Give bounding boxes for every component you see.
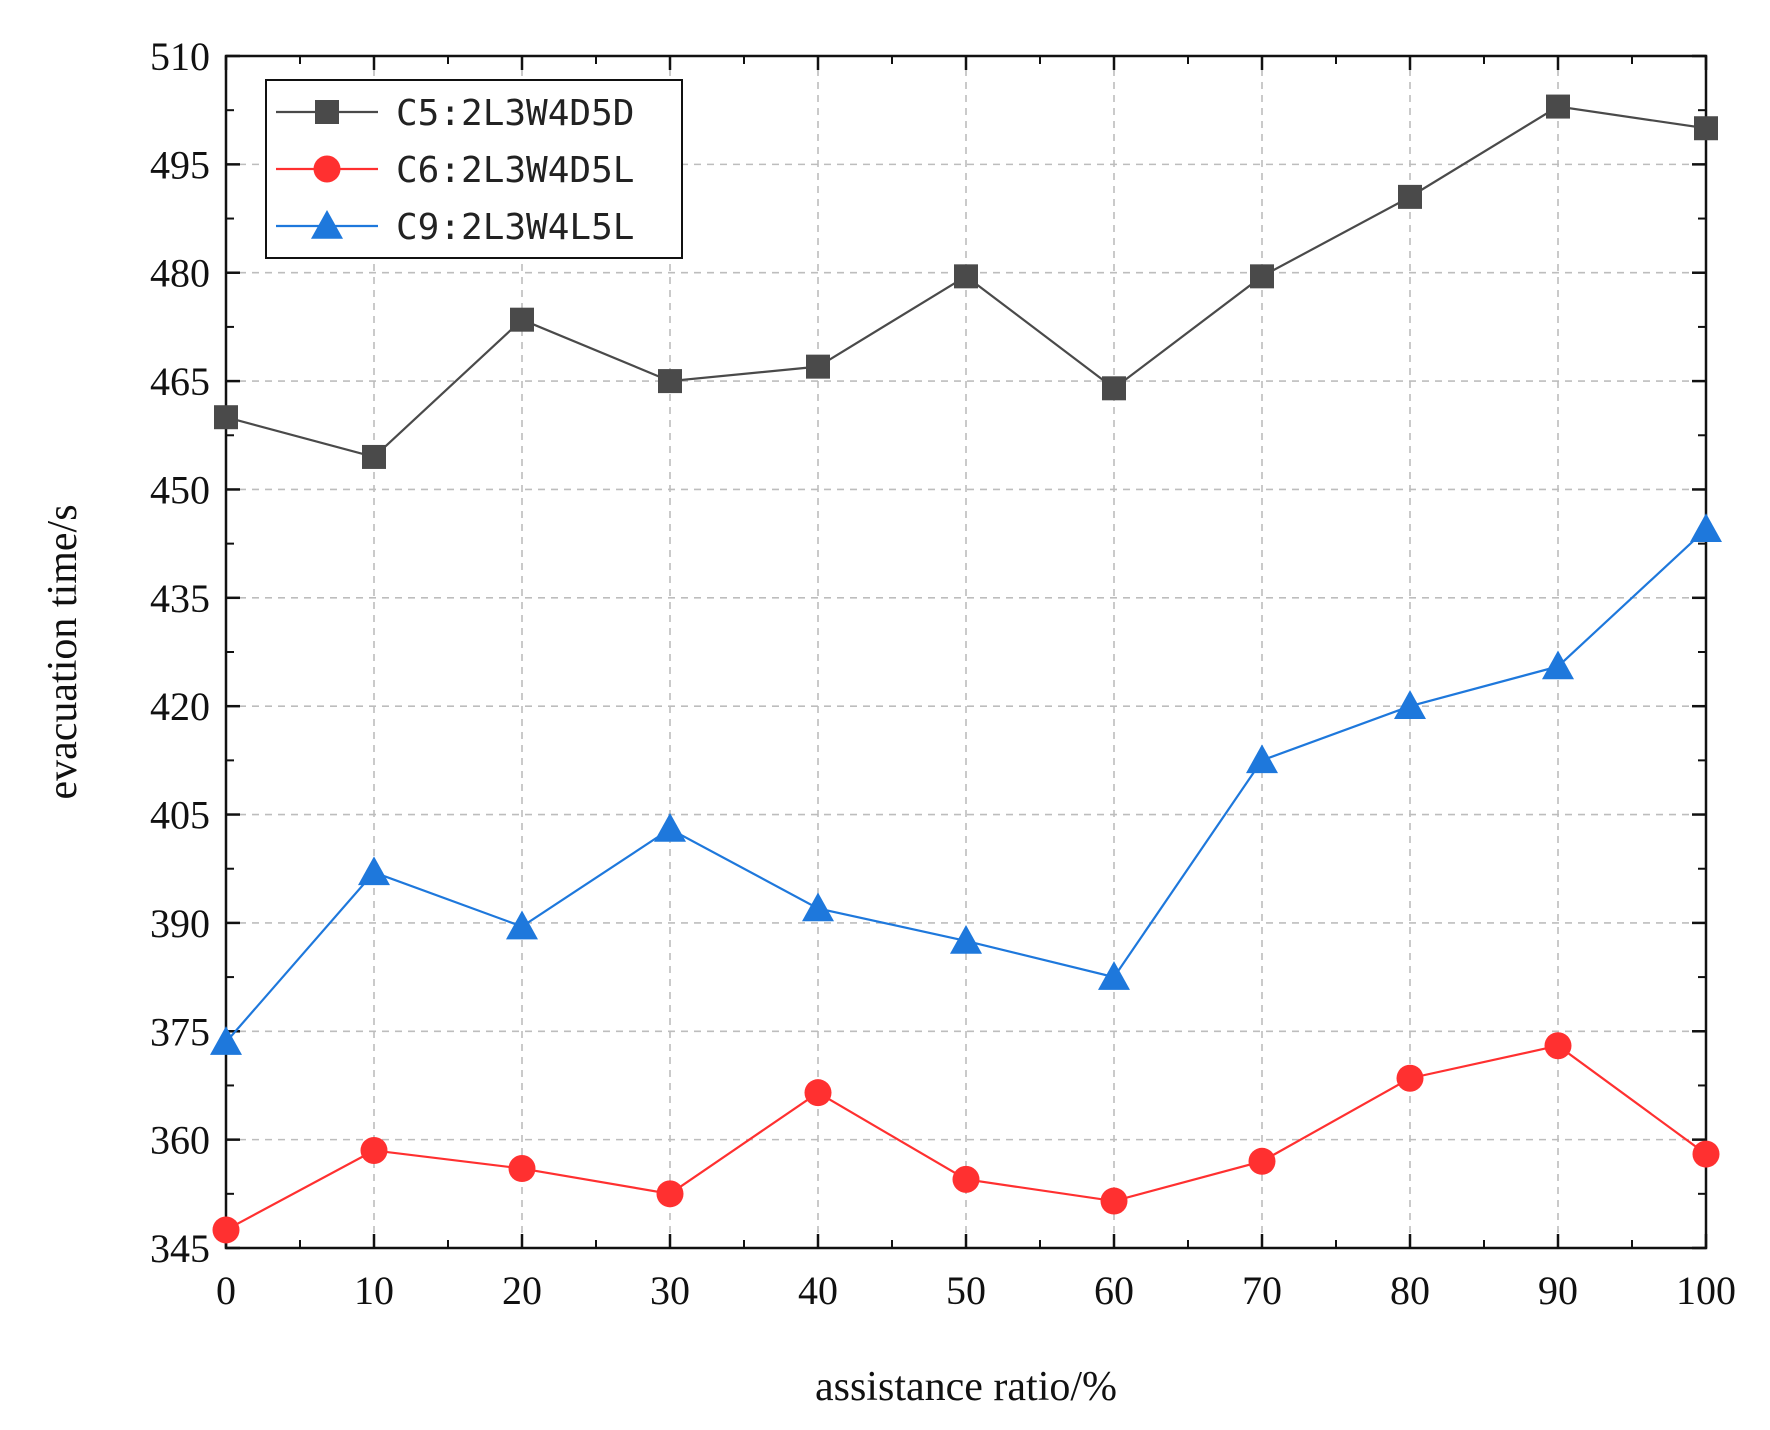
data-point [654, 812, 686, 842]
data-point [358, 856, 390, 886]
data-point [510, 307, 534, 332]
series-1 [212, 1032, 1720, 1244]
y-tick-label: 360 [150, 1118, 210, 1163]
data-point [1692, 1140, 1720, 1168]
legend-entry: C5:2L3W4D5D [396, 93, 634, 134]
y-tick-label: 495 [150, 142, 210, 187]
series-layer [210, 94, 1722, 1244]
x-tick-label: 60 [1094, 1268, 1134, 1313]
data-point [1102, 376, 1126, 401]
data-point [1398, 184, 1422, 209]
y-tick-label: 450 [150, 467, 210, 512]
x-axis-title: assistance ratio/% [815, 1364, 1117, 1410]
data-point [506, 910, 538, 940]
data-point [1544, 1032, 1572, 1060]
legend: C5:2L3W4D5D C6:2L3W4D5L C9:2L3W4L5L [265, 79, 683, 259]
data-point [1542, 650, 1574, 680]
data-point [1394, 690, 1426, 719]
data-point [1100, 1187, 1128, 1215]
data-point [212, 1216, 240, 1244]
data-point [362, 444, 386, 469]
series-2 [210, 513, 1722, 1055]
data-point [656, 1180, 684, 1208]
x-tick-label: 20 [502, 1268, 542, 1313]
legend-entry: C6:2L3W4D5L [396, 150, 634, 191]
legend-marker [311, 210, 343, 239]
x-tick-label: 100 [1676, 1268, 1736, 1313]
data-point [658, 369, 682, 394]
data-point [1098, 961, 1130, 990]
y-tick-label: 510 [150, 34, 210, 79]
x-tick-label: 0 [216, 1268, 236, 1313]
data-point [954, 264, 978, 289]
data-point [508, 1155, 536, 1183]
legend-marker [313, 155, 341, 183]
series-0 [214, 94, 1718, 469]
data-point [360, 1136, 388, 1164]
data-point [1248, 1147, 1276, 1175]
y-tick-label: 390 [150, 901, 210, 946]
x-tick-label: 80 [1390, 1268, 1430, 1313]
y-tick-label: 480 [150, 251, 210, 296]
data-point [806, 354, 830, 379]
x-tick-label: 50 [946, 1268, 986, 1313]
data-point [210, 1026, 242, 1055]
data-point [1246, 744, 1278, 774]
y-tick-label: 465 [150, 359, 210, 404]
x-tick-label: 90 [1538, 1268, 1578, 1313]
data-point [1546, 94, 1570, 119]
y-tick-label: 420 [150, 684, 210, 729]
y-tick-label: 345 [150, 1226, 210, 1271]
y-tick-label: 375 [150, 1009, 210, 1054]
y-tick-label: 405 [150, 793, 210, 838]
x-tick-label: 30 [650, 1268, 690, 1313]
y-axis-title: evacuation time/s [40, 504, 86, 799]
axis-ticks: 0 10 20 30 40 50 60 70 80 90 100 345 360 375 390 405 420… [150, 34, 1736, 1313]
x-tick-label: 10 [354, 1268, 394, 1313]
data-point [1694, 116, 1718, 141]
y-tick-label: 435 [150, 576, 210, 621]
legend-entry: C9:2L3W4L5L [396, 207, 634, 248]
data-point [1690, 513, 1722, 542]
x-tick-label: 70 [1242, 1268, 1282, 1313]
x-tick-label: 40 [798, 1268, 838, 1313]
data-point [952, 1165, 980, 1193]
data-point [214, 405, 238, 430]
legend-marker [315, 100, 339, 124]
data-point [950, 924, 982, 954]
data-point [804, 1079, 832, 1107]
data-point [1250, 264, 1274, 289]
data-point [1396, 1064, 1424, 1092]
data-point [802, 892, 834, 922]
